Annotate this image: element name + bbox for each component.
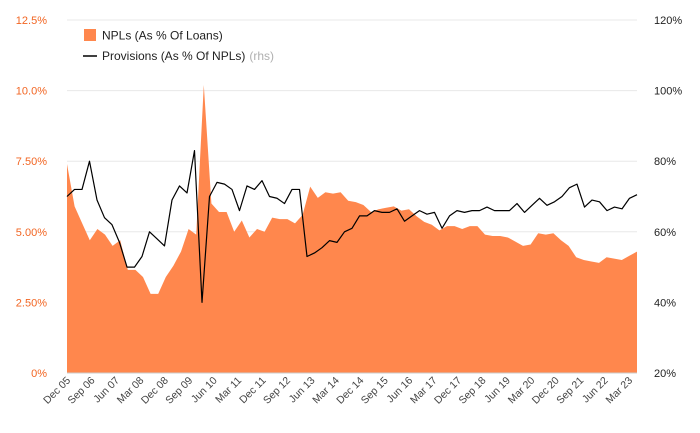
x-tick-label: Sep 12 bbox=[261, 375, 293, 407]
right-tick-label: 60% bbox=[654, 227, 676, 239]
right-tick-label: 80% bbox=[654, 156, 676, 168]
legend: NPLs (As % Of Loans) Provisions (As % Of … bbox=[83, 29, 274, 63]
legend-label-npl: NPLs (As % Of Loans) bbox=[102, 29, 223, 43]
legend-swatch-npl bbox=[84, 29, 96, 41]
left-tick-label: 2.50% bbox=[16, 297, 47, 309]
npl-area-series bbox=[67, 84, 637, 373]
left-tick-label: 10.0% bbox=[16, 86, 47, 98]
left-y-axis: 0% 2.50% 5.00% 7.50% 10.0% 12.5% bbox=[16, 15, 47, 380]
x-tick-label: Jun 10 bbox=[189, 375, 220, 406]
left-tick-label: 5.00% bbox=[16, 227, 47, 239]
provisions-line-series bbox=[66, 150, 638, 303]
legend-label-provisions-suffix: (rhs) bbox=[249, 49, 274, 63]
right-tick-label: 40% bbox=[654, 297, 676, 309]
npl-area bbox=[67, 84, 637, 373]
right-y-axis: 20% 40% 60% 80% 100% 120% bbox=[654, 15, 682, 380]
right-tick-label: 100% bbox=[654, 86, 682, 98]
right-tick-label: 20% bbox=[654, 368, 676, 380]
legend-label-provisions-text: Provisions (As % Of NPLs) bbox=[102, 49, 245, 63]
left-tick-label: 0% bbox=[31, 368, 47, 380]
x-tick-label: Mar 23 bbox=[604, 375, 636, 407]
x-tick-label: Sep 21 bbox=[554, 375, 586, 407]
provisions-line bbox=[66, 150, 638, 303]
x-tick-label: Sep 18 bbox=[456, 375, 488, 407]
x-tick-label: Sep 06 bbox=[66, 375, 98, 407]
left-tick-label: 12.5% bbox=[16, 15, 47, 27]
left-tick-label: 7.50% bbox=[16, 156, 47, 168]
x-tick-label: Sep 09 bbox=[163, 375, 195, 407]
right-tick-label: 120% bbox=[654, 15, 682, 27]
legend-label-provisions: Provisions (As % Of NPLs) (rhs) bbox=[102, 49, 274, 63]
x-tick-label: Sep 15 bbox=[359, 375, 391, 407]
